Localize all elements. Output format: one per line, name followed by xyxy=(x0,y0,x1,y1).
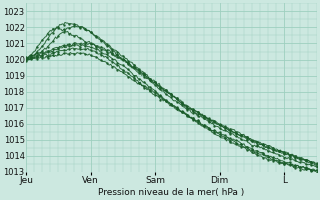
X-axis label: Pression niveau de la mer( hPa ): Pression niveau de la mer( hPa ) xyxy=(98,188,244,197)
